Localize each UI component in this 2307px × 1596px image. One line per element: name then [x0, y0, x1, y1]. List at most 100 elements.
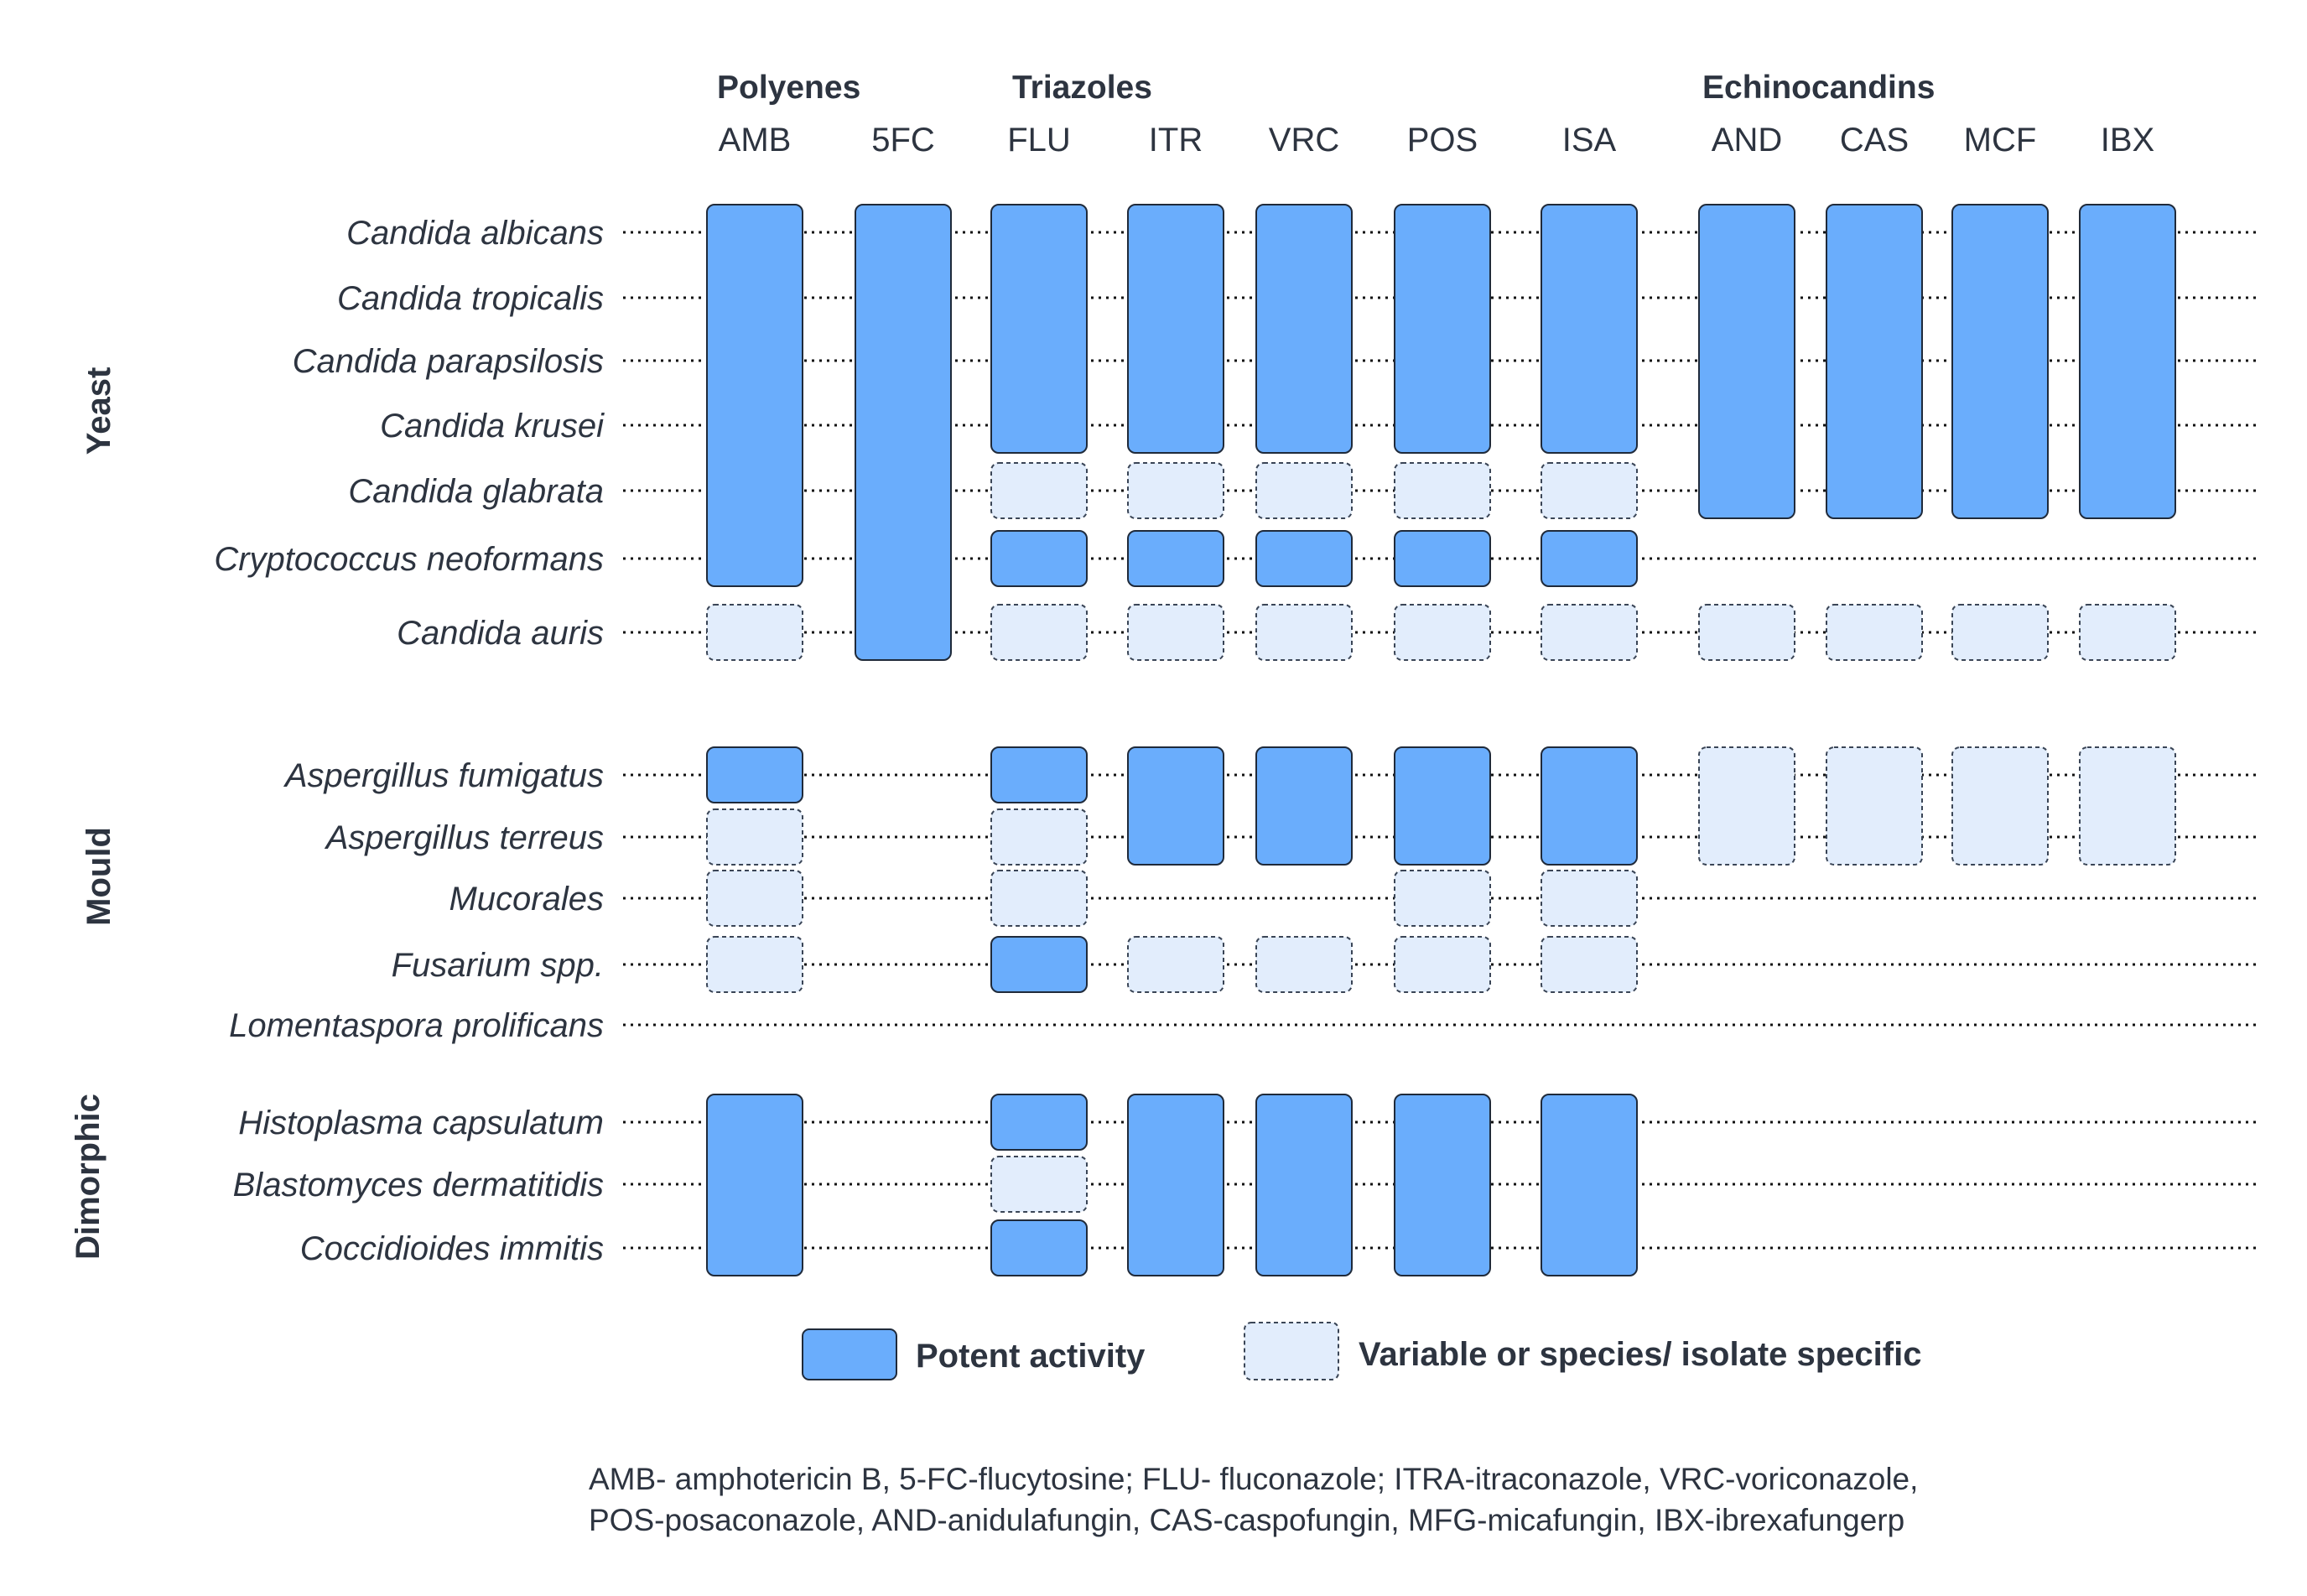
- block-isa-aspergillus-fumigatus-to-aspergillus-terreus-potent: [1541, 746, 1638, 866]
- block-mcf-candida-albicans-to-candida-glabrata-potent: [1951, 204, 2049, 519]
- footnote: AMB- amphotericin B, 5-FC-flucytosine; F…: [589, 1462, 1918, 1537]
- block-itr-candida-glabrata-variable: [1127, 462, 1224, 519]
- block-pos-candida-glabrata-variable: [1394, 462, 1491, 519]
- class-header-echinocandins: Echinocandins: [1702, 70, 1935, 106]
- species-labels: Candida albicans Candida tropicalis Candid…: [214, 215, 605, 1267]
- drug-header-and: AND: [1712, 122, 1782, 159]
- block-vrc-candida-glabrata-variable: [1255, 462, 1353, 519]
- block-amb-aspergillus-fumigatus-potent: [706, 746, 803, 803]
- block-and-aspergillus-fumigatus-to-aspergillus-terreus-variable: [1698, 746, 1795, 866]
- species-label-candida-parapsilosis: Candida parapsilosis: [293, 343, 604, 380]
- block-flu-aspergillus-fumigatus-potent: [990, 746, 1088, 803]
- block-cas-candida-albicans-to-candida-glabrata-potent: [1826, 204, 1923, 519]
- block-isa-candida-auris-variable: [1541, 604, 1638, 661]
- activity-blocks: [706, 204, 2176, 1276]
- legend-swatch-variable: [1244, 1322, 1339, 1380]
- block-flu-fusarium-spp-potent: [990, 936, 1088, 993]
- block-pos-cryptococcus-neoformans-potent: [1394, 530, 1491, 587]
- block-mcf-candida-auris-variable: [1951, 604, 2049, 661]
- drug-header-ibx: IBX: [2101, 122, 2154, 159]
- block-amb-mucorales-variable: [706, 870, 803, 927]
- drug-header-flu: FLU: [1007, 122, 1071, 159]
- class-header-triazoles: Triazoles: [1012, 70, 1152, 106]
- block-flu-mucorales-variable: [990, 870, 1088, 927]
- drug-header-mcf: MCF: [1964, 122, 2037, 159]
- block-flu-candida-glabrata-variable: [990, 462, 1088, 519]
- block-isa-candida-glabrata-variable: [1541, 462, 1638, 519]
- block-pos-fusarium-spp-variable: [1394, 936, 1491, 993]
- block-itr-candida-auris-variable: [1127, 604, 1224, 661]
- block-ibx-aspergillus-fumigatus-to-aspergillus-terreus-variable: [2079, 746, 2176, 866]
- block-pos-histoplasma-capsulatum-to-coccidioides-immitis-potent: [1394, 1094, 1491, 1276]
- block-flu-aspergillus-terreus-variable: [990, 808, 1088, 866]
- species-label-fusarium-spp: Fusarium spp.: [392, 947, 604, 984]
- drug-header-cas: CAS: [1840, 122, 1909, 159]
- species-label-candida-auris: Candida auris: [397, 615, 604, 652]
- drug-header-itr: ITR: [1149, 122, 1203, 159]
- block-isa-histoplasma-capsulatum-to-coccidioides-immitis-potent: [1541, 1094, 1638, 1276]
- species-label-candida-krusei: Candida krusei: [380, 408, 605, 444]
- species-label-aspergillus-terreus: Aspergillus terreus: [325, 819, 604, 856]
- block-vrc-histoplasma-capsulatum-to-coccidioides-immitis-potent: [1255, 1094, 1353, 1276]
- block-pos-mucorales-variable: [1394, 870, 1491, 927]
- drug-header-5fc: 5FC: [871, 122, 935, 159]
- block-vrc-candida-albicans-to-candida-krusei-potent: [1255, 204, 1353, 454]
- species-label-candida-albicans: Candida albicans: [346, 215, 604, 252]
- species-label-candida-glabrata: Candida glabrata: [348, 473, 604, 510]
- drug-header-vrc: VRC: [1269, 122, 1339, 159]
- block-mcf-aspergillus-fumigatus-to-aspergillus-terreus-variable: [1951, 746, 2049, 866]
- block-vrc-aspergillus-fumigatus-to-aspergillus-terreus-potent: [1255, 746, 1353, 866]
- legend-label-variable: Variable or species/ isolate specific: [1359, 1336, 1921, 1373]
- block-amb-candida-auris-variable: [706, 604, 803, 661]
- drug-header-amb: AMB: [719, 122, 792, 159]
- block-itr-candida-albicans-to-candida-krusei-potent: [1127, 204, 1224, 454]
- block-flu-histoplasma-capsulatum-potent: [990, 1094, 1088, 1151]
- species-label-coccidioides-immitis: Coccidioides immitis: [300, 1230, 604, 1267]
- species-label-aspergillus-fumigatus: Aspergillus fumigatus: [283, 757, 604, 794]
- block-isa-cryptococcus-neoformans-potent: [1541, 530, 1638, 587]
- block-pos-candida-albicans-to-candida-krusei-potent: [1394, 204, 1491, 454]
- block-isa-fusarium-spp-variable: [1541, 936, 1638, 993]
- block-vrc-fusarium-spp-variable: [1255, 936, 1353, 993]
- block-amb-fusarium-spp-variable: [706, 936, 803, 993]
- group-label-dimorphic: Dimorphic: [70, 1094, 107, 1260]
- species-label-candida-tropicalis: Candida tropicalis: [337, 280, 604, 317]
- legend-swatch-potent: [802, 1328, 897, 1380]
- block-itr-aspergillus-fumigatus-to-aspergillus-terreus-potent: [1127, 746, 1224, 866]
- legend-label-potent: Potent activity: [916, 1338, 1146, 1375]
- block-cas-candida-auris-variable: [1826, 604, 1923, 661]
- block-pos-candida-auris-variable: [1394, 604, 1491, 661]
- block-and-candida-albicans-to-candida-glabrata-potent: [1698, 204, 1795, 519]
- block-isa-candida-albicans-to-candida-krusei-potent: [1541, 204, 1638, 454]
- block-amb-histoplasma-capsulatum-to-coccidioides-immitis-potent: [706, 1094, 803, 1276]
- class-header-polyenes: Polyenes: [717, 70, 860, 106]
- block-5fc-candida-albicans-to-candida-auris-potent: [855, 204, 952, 661]
- species-label-mucorales: Mucorales: [449, 881, 604, 918]
- block-and-candida-auris-variable: [1698, 604, 1795, 661]
- drug-header-isa: ISA: [1562, 122, 1617, 159]
- drug-class-headers: Polyenes Triazoles Echinocandins: [717, 70, 1935, 106]
- footnote-line-1: AMB- amphotericin B, 5-FC-flucytosine; F…: [589, 1462, 1918, 1496]
- block-pos-aspergillus-fumigatus-to-aspergillus-terreus-potent: [1394, 746, 1491, 866]
- drug-header-pos: POS: [1407, 122, 1478, 159]
- species-label-histoplasma-capsulatum: Histoplasma capsulatum: [238, 1105, 604, 1141]
- block-itr-fusarium-spp-variable: [1127, 936, 1224, 993]
- legend: Potent activity Variable or species/ iso…: [802, 1322, 1921, 1380]
- block-itr-cryptococcus-neoformans-potent: [1127, 530, 1224, 587]
- block-vrc-cryptococcus-neoformans-potent: [1255, 530, 1353, 587]
- group-labels: Yeast Mould Dimorphic: [70, 367, 117, 1260]
- block-flu-coccidioides-immitis-potent: [990, 1219, 1088, 1276]
- block-flu-candida-auris-variable: [990, 604, 1088, 661]
- block-ibx-candida-auris-variable: [2079, 604, 2176, 661]
- drug-headers: AMB 5FC FLU ITR VRC POS ISA AND CAS MCF IBX: [719, 122, 2155, 159]
- block-vrc-candida-auris-variable: [1255, 604, 1353, 661]
- block-flu-candida-albicans-to-candida-krusei-potent: [990, 204, 1088, 454]
- block-itr-histoplasma-capsulatum-to-coccidioides-immitis-potent: [1127, 1094, 1224, 1276]
- block-amb-candida-albicans-to-cryptococcus-neoformans-potent: [706, 204, 803, 587]
- block-cas-aspergillus-fumigatus-to-aspergillus-terreus-variable: [1826, 746, 1923, 866]
- species-label-lomentaspora-prolificans: Lomentaspora prolificans: [229, 1007, 604, 1044]
- block-ibx-candida-albicans-to-candida-glabrata-potent: [2079, 204, 2176, 519]
- species-label-cryptococcus-neoformans: Cryptococcus neoformans: [214, 541, 604, 578]
- block-flu-blastomyces-dermatitidis-variable: [990, 1156, 1088, 1213]
- species-label-blastomyces-dermatitidis: Blastomyces dermatitidis: [233, 1167, 604, 1203]
